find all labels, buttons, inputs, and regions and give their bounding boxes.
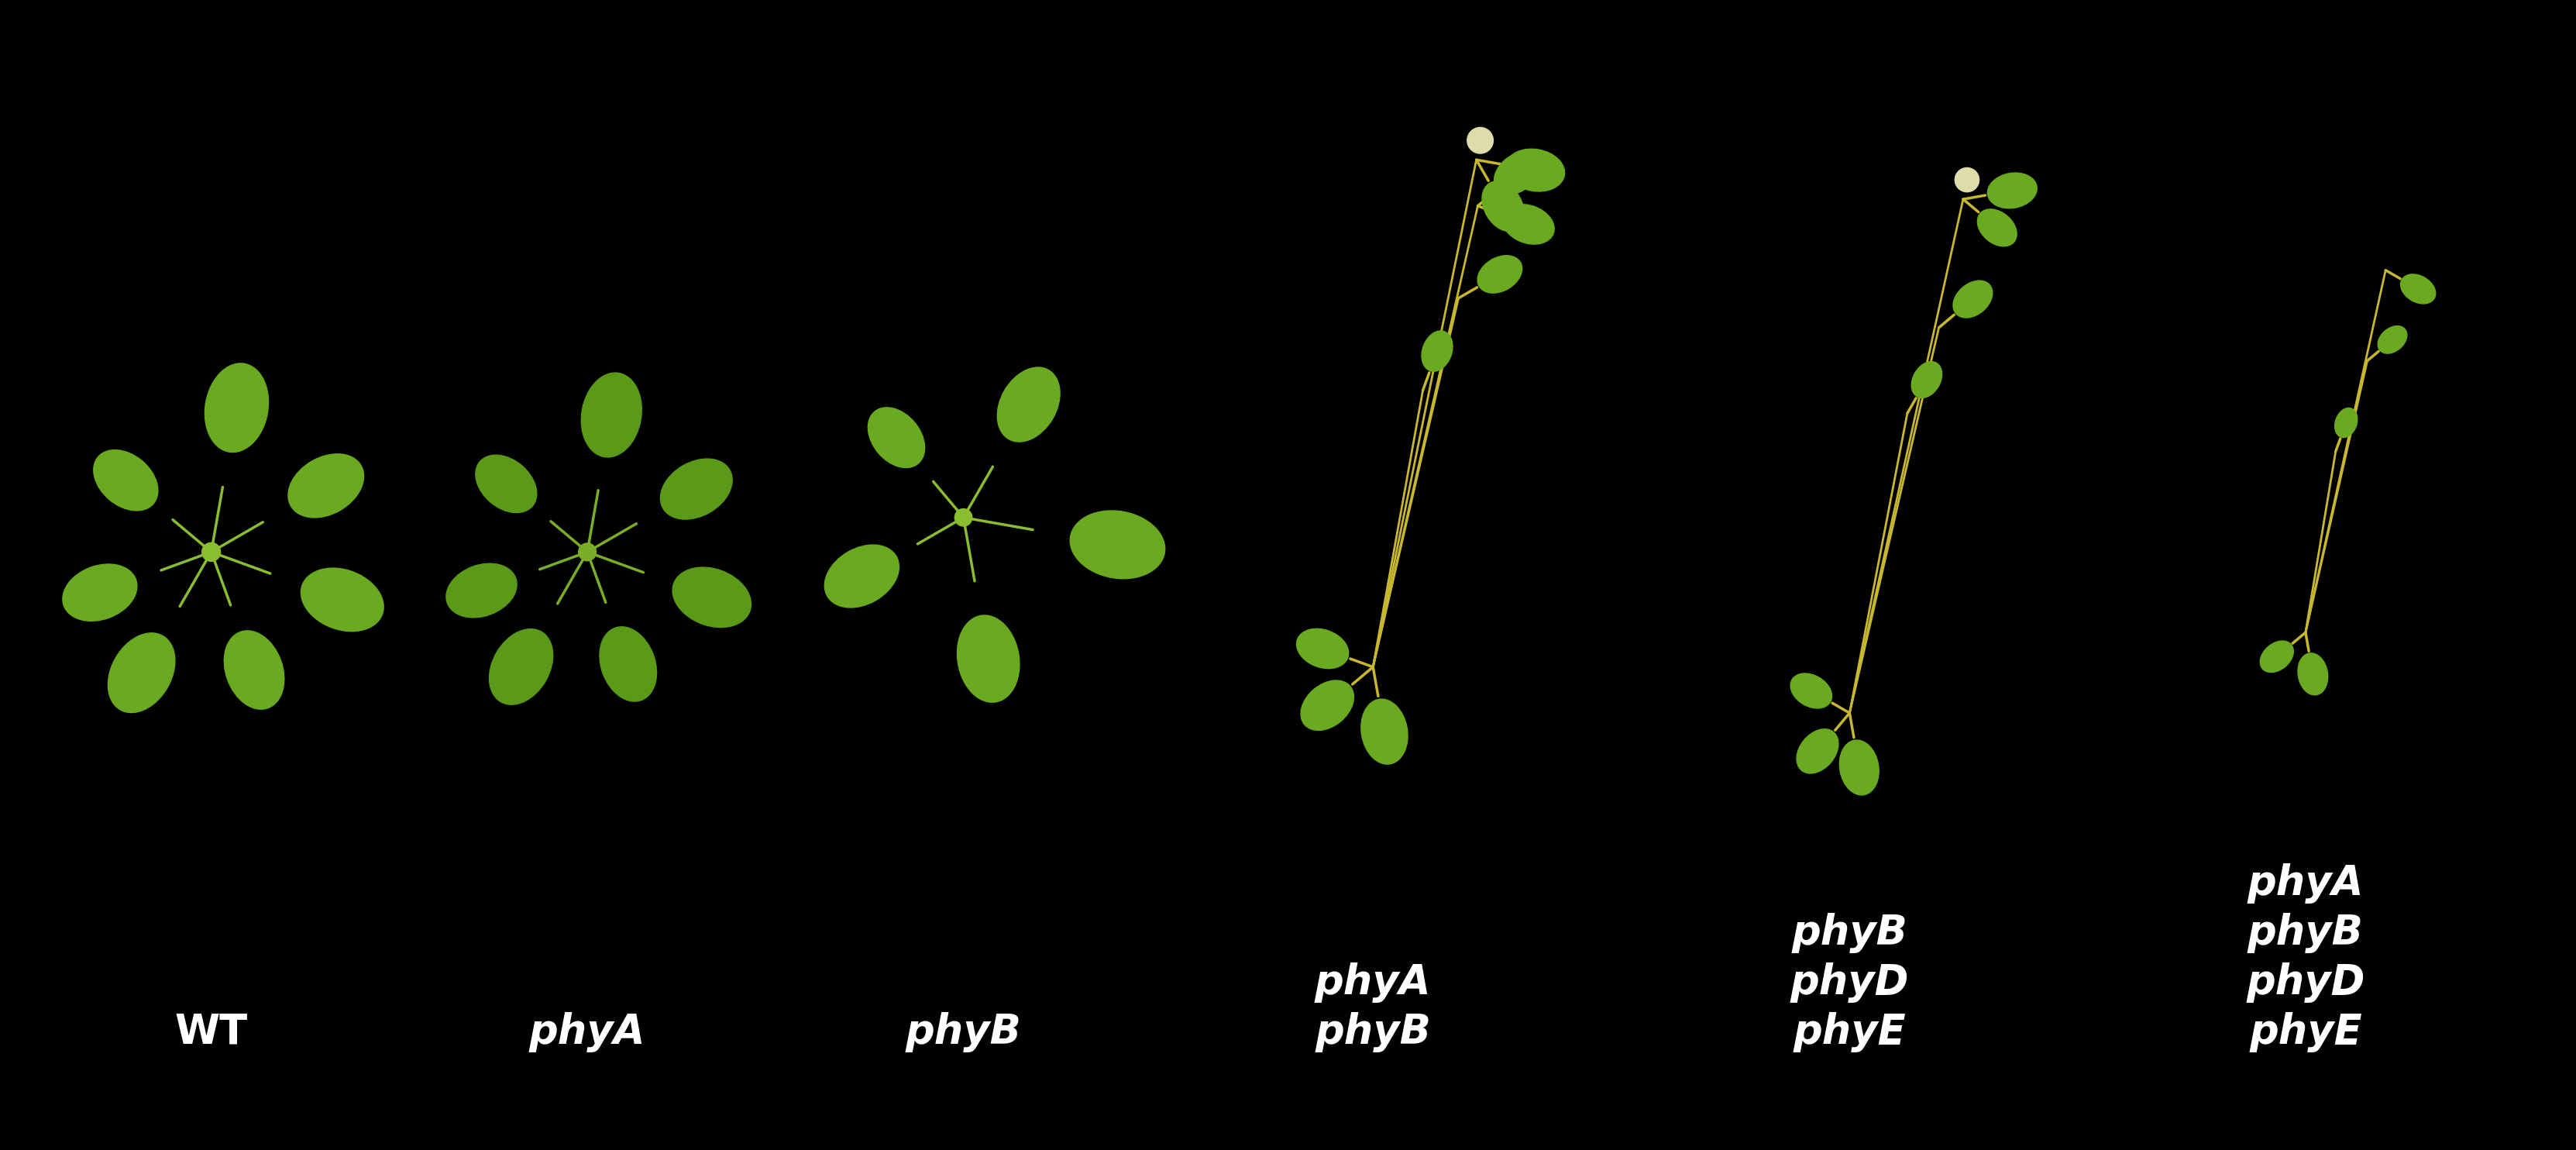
Ellipse shape — [2334, 408, 2357, 437]
Ellipse shape — [868, 407, 925, 468]
Text: phyD: phyD — [2246, 963, 2365, 1003]
Ellipse shape — [1978, 209, 2017, 246]
Ellipse shape — [1953, 281, 1991, 317]
Ellipse shape — [446, 564, 518, 618]
Ellipse shape — [477, 455, 536, 513]
Ellipse shape — [1479, 255, 1522, 293]
Ellipse shape — [1301, 681, 1355, 730]
Text: phyE: phyE — [2249, 1012, 2362, 1052]
Ellipse shape — [489, 629, 554, 705]
Text: phyD: phyD — [1790, 963, 1909, 1003]
Ellipse shape — [2259, 641, 2293, 673]
Ellipse shape — [2401, 274, 2434, 304]
Circle shape — [1468, 128, 1494, 153]
Ellipse shape — [206, 363, 268, 452]
Ellipse shape — [1989, 172, 2038, 208]
Ellipse shape — [1069, 511, 1164, 578]
Ellipse shape — [2298, 653, 2329, 695]
Ellipse shape — [600, 627, 657, 702]
Text: phyA: phyA — [2246, 864, 2365, 904]
Ellipse shape — [2378, 325, 2406, 353]
Ellipse shape — [1795, 729, 1839, 773]
Ellipse shape — [1839, 741, 1878, 795]
Ellipse shape — [1494, 152, 1538, 194]
Text: phyA: phyA — [1314, 963, 1432, 1003]
Ellipse shape — [1911, 361, 1942, 398]
Ellipse shape — [93, 450, 157, 511]
Ellipse shape — [1422, 331, 1453, 371]
Ellipse shape — [62, 565, 137, 621]
Ellipse shape — [824, 545, 899, 607]
Text: phyA: phyA — [528, 1012, 647, 1052]
Ellipse shape — [108, 632, 175, 713]
Circle shape — [956, 508, 971, 527]
Ellipse shape — [997, 367, 1059, 442]
Text: phyB: phyB — [904, 1012, 1023, 1052]
Ellipse shape — [1296, 629, 1350, 668]
Ellipse shape — [582, 373, 641, 458]
Ellipse shape — [958, 615, 1020, 703]
Circle shape — [201, 543, 222, 561]
Ellipse shape — [289, 454, 363, 518]
Ellipse shape — [1360, 699, 1406, 765]
Ellipse shape — [1504, 150, 1564, 191]
Ellipse shape — [659, 459, 732, 520]
Text: WT: WT — [175, 1012, 247, 1052]
Ellipse shape — [1481, 182, 1525, 231]
Ellipse shape — [224, 630, 283, 710]
Text: phyB: phyB — [2246, 913, 2365, 953]
Ellipse shape — [1502, 205, 1553, 244]
Circle shape — [580, 543, 595, 561]
Ellipse shape — [301, 568, 384, 631]
Text: phyB: phyB — [1790, 913, 1909, 953]
Text: phyE: phyE — [1793, 1012, 1906, 1052]
Ellipse shape — [1790, 674, 1832, 708]
Text: phyB: phyB — [1314, 1012, 1432, 1052]
Ellipse shape — [672, 567, 752, 628]
Circle shape — [1955, 168, 1978, 192]
